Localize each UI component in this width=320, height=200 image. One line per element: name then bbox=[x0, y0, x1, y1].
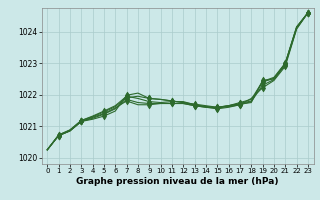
X-axis label: Graphe pression niveau de la mer (hPa): Graphe pression niveau de la mer (hPa) bbox=[76, 177, 279, 186]
